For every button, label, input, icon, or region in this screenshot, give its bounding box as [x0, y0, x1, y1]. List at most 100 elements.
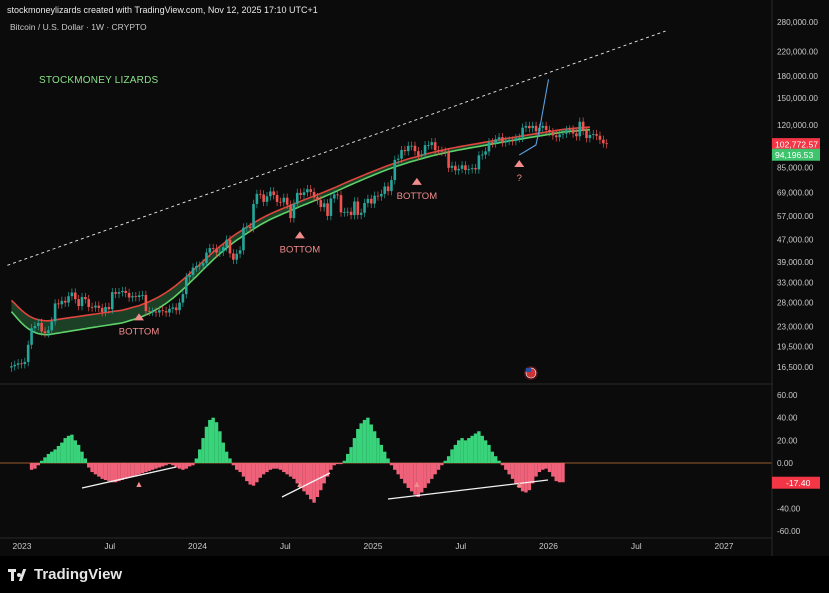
candle	[137, 291, 141, 302]
annotation-label: BOTTOM	[280, 244, 321, 255]
candle-body	[376, 195, 380, 197]
candle-body	[528, 125, 531, 129]
candle-body	[302, 192, 306, 195]
price-tick-label: 16,500.00	[777, 363, 814, 372]
candle	[501, 132, 504, 147]
histogram-bar	[93, 463, 98, 475]
histogram-bar	[50, 451, 54, 463]
candle-body	[400, 150, 403, 159]
candle-body	[43, 331, 47, 334]
histogram-bar	[164, 463, 168, 466]
us-flag-icon-canton	[526, 368, 531, 372]
candle	[332, 190, 336, 203]
time-tick-label: 2026	[539, 541, 558, 551]
candle	[427, 140, 430, 150]
candle	[151, 307, 154, 316]
candle	[70, 288, 74, 301]
histogram-bar	[46, 453, 51, 463]
candle-body	[373, 195, 376, 204]
histogram-bar	[292, 463, 296, 479]
candle	[477, 151, 481, 174]
candle	[437, 145, 440, 155]
candle	[235, 249, 239, 265]
histogram-bar	[130, 463, 135, 477]
histogram-bar	[218, 431, 222, 463]
candle	[417, 146, 420, 160]
histogram-bar	[191, 463, 195, 466]
candle	[326, 199, 329, 221]
candle	[20, 359, 23, 369]
candle	[575, 129, 578, 141]
divergence-line	[281, 472, 331, 498]
histogram-bar	[29, 463, 34, 470]
divergence-line	[387, 479, 549, 500]
histogram-bar	[547, 463, 552, 473]
candle-body	[349, 211, 353, 216]
candle-body	[90, 306, 94, 308]
candle-body	[258, 193, 262, 195]
histogram-bar	[329, 463, 333, 470]
histogram-bar	[137, 463, 141, 475]
footer-bar	[0, 556, 829, 593]
candle	[504, 136, 508, 147]
histogram-bar	[100, 463, 104, 479]
candle	[406, 141, 410, 156]
candle	[60, 296, 64, 309]
candle-body	[504, 140, 508, 143]
histogram-bar	[470, 435, 474, 463]
candle	[63, 296, 67, 307]
histogram-bar	[383, 451, 387, 463]
chart-svg[interactable]: BOTTOM BOTTOM BOTTOM? ▲ ▲ ▲ ▲ 280,000.00 220,0…	[0, 0, 829, 556]
price-tick-label: 39,000.00	[777, 258, 814, 267]
candle	[343, 207, 346, 217]
candle-body	[578, 121, 582, 137]
histogram-bar	[366, 417, 370, 463]
candle-body	[275, 194, 279, 202]
candle	[605, 139, 608, 149]
candle	[117, 287, 121, 299]
candle	[558, 130, 561, 142]
histogram-bar	[530, 463, 535, 484]
histogram-bar	[39, 460, 44, 463]
candle-body	[588, 134, 592, 139]
annotation-label: BOTTOM	[119, 326, 160, 337]
candle-body	[104, 306, 107, 313]
candle-body	[154, 311, 158, 313]
candle-body	[242, 227, 245, 251]
histogram-bar	[238, 463, 242, 473]
candle-body	[561, 133, 565, 135]
candle-body	[511, 140, 514, 142]
histogram-bar	[154, 463, 158, 469]
histogram-bar	[534, 463, 538, 477]
histogram-bar	[214, 422, 219, 463]
candle-body	[292, 203, 296, 219]
histogram-bar	[312, 463, 316, 503]
candle	[154, 307, 158, 317]
price-tick-label: 69,000.00	[777, 189, 814, 198]
candle	[265, 192, 269, 207]
candle	[457, 164, 461, 175]
price-tick-label: 280,000.00	[777, 18, 818, 27]
candle	[144, 290, 148, 316]
candle	[588, 130, 592, 143]
histogram-bar	[483, 440, 488, 463]
candle	[359, 208, 363, 220]
candle	[322, 199, 326, 212]
candle-body	[306, 189, 309, 193]
histogram-bar	[302, 463, 306, 492]
candle-body	[443, 151, 447, 153]
candle-body	[326, 203, 329, 216]
histogram-bar	[477, 431, 481, 463]
histogram-bar	[150, 463, 155, 470]
tradingview-logo[interactable]: TradingView	[8, 566, 122, 583]
histogram-bar	[309, 463, 313, 500]
candle	[534, 121, 538, 136]
price-tick-label: 33,000.00	[777, 279, 814, 288]
histogram-bar	[356, 429, 360, 463]
candle	[158, 306, 161, 317]
candle	[191, 263, 195, 280]
candle	[460, 161, 464, 174]
candle	[245, 222, 249, 232]
histogram-bar	[76, 444, 81, 463]
candle-body	[454, 165, 457, 171]
